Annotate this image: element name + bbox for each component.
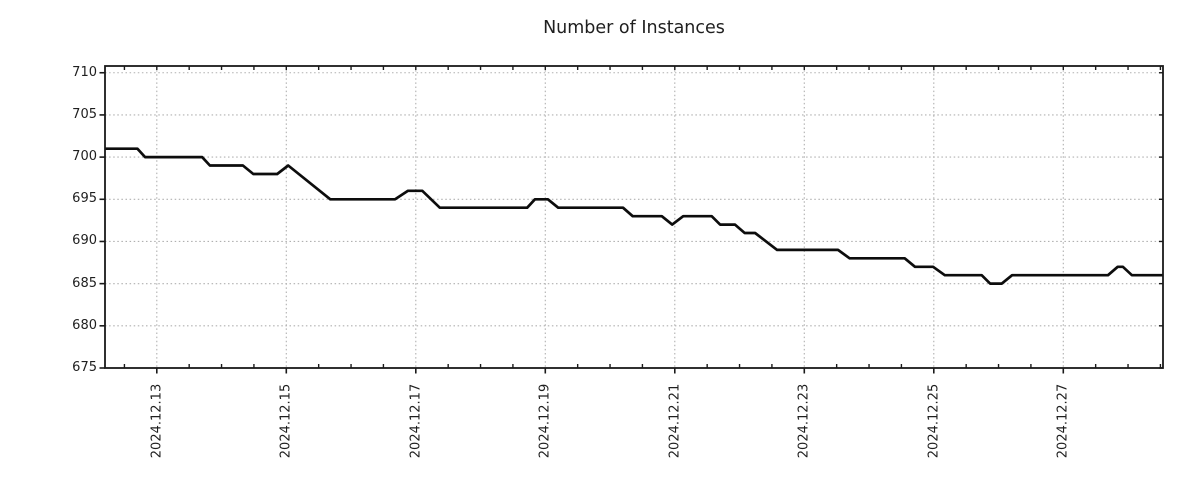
y-tick-label: 685 (72, 275, 97, 291)
x-tick-label: 2024.12.25 (926, 383, 942, 459)
x-tick-label: 2024.12.13 (149, 383, 165, 459)
y-tick-label: 710 (72, 64, 97, 80)
x-tick-label: 2024.12.17 (408, 383, 424, 459)
x-tick-label: 2024.12.23 (796, 383, 812, 459)
x-tick-label: 2024.12.15 (278, 383, 294, 459)
y-tick-label: 675 (72, 360, 97, 375)
x-tick-label: 2024.12.21 (667, 383, 683, 459)
y-tick-label: 700 (72, 149, 97, 165)
y-tick-label: 690 (72, 233, 97, 249)
x-tick-label: 2024.12.27 (1055, 383, 1071, 459)
y-tick-label: 695 (72, 191, 97, 207)
plot-border (104, 65, 1164, 369)
y-tick-label: 680 (72, 317, 97, 333)
y-tick-label: 705 (72, 106, 97, 122)
x-tick-label: 2024.12.19 (537, 383, 553, 459)
data-line-instances (105, 147, 1163, 285)
chart-title: Number of Instances (543, 18, 725, 38)
